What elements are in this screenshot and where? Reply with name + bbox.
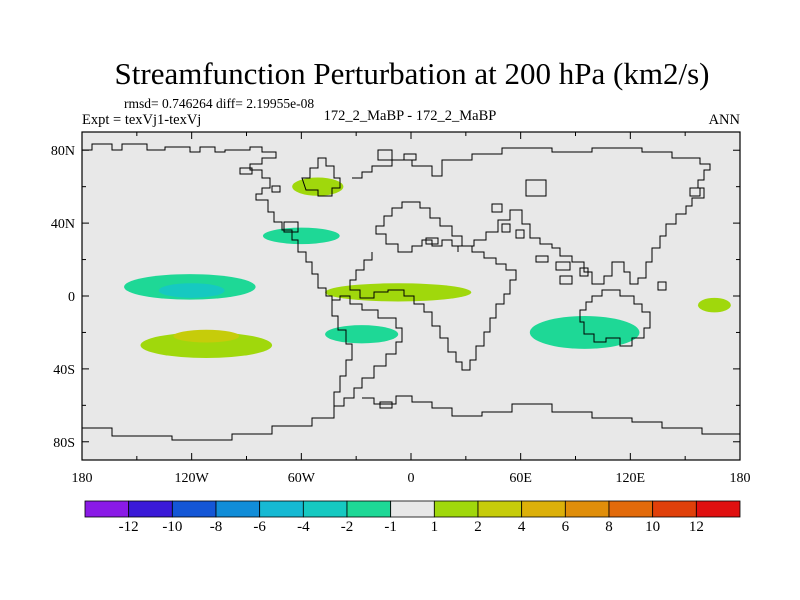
- y-tick-label-2: 0: [68, 290, 75, 305]
- contour-blob-9: [697, 297, 731, 313]
- coastline-antarctica: [82, 395, 740, 441]
- colorbar-box-11: [564, 500, 610, 518]
- stats-label: rmsd= 0.746264 diff= 2.19955e-08: [124, 96, 314, 111]
- colorbar-box-1: [128, 500, 173, 518]
- experiment-label: Expt = texVj1-texVj: [82, 112, 201, 128]
- x-tick-label-4: 60E: [509, 471, 532, 486]
- coastline-north-america: [82, 143, 333, 300]
- axis-ticks: [81, 132, 741, 460]
- x-tick-label-0: 180: [72, 471, 93, 486]
- colorbar-label-12: 10: [645, 519, 660, 535]
- period-label: ANN: [709, 112, 741, 128]
- contour-blob-2: [140, 332, 273, 358]
- colorbar-label-8: 2: [474, 519, 482, 535]
- colorbar-labels: -12 -10 -8 -6 -4 -2 -1 1 2 4 6 8 10 12: [119, 519, 704, 535]
- colorbar-box-2: [171, 500, 217, 518]
- y-tick-labels: 80N 40N 0 40S 80S: [51, 144, 75, 451]
- contour-blob-3: [173, 329, 240, 343]
- chart-title: Streamfunction Perturbation at 200 hPa (…: [115, 56, 710, 91]
- y-tick-label-4: 80S: [53, 436, 75, 451]
- colorbar-box-5: [302, 500, 348, 518]
- colorbar-box-10: [521, 500, 566, 518]
- contour-blob-1: [158, 283, 225, 298]
- colorbar-label-11: 8: [605, 519, 613, 535]
- x-tick-label-2: 60W: [288, 471, 316, 486]
- colorbar-box-3: [215, 500, 261, 518]
- colorbar-box-7: [390, 500, 435, 518]
- coastline-australia: [579, 289, 651, 347]
- contour-fills: [124, 177, 731, 358]
- colorbar-label-10: 6: [562, 519, 570, 535]
- colorbar-label-1: -10: [162, 519, 182, 535]
- colorbar-label-13: 12: [689, 519, 704, 535]
- y-tick-label-3: 40S: [53, 363, 75, 378]
- coastline-south-america: [331, 295, 403, 407]
- colorbar: [84, 500, 741, 518]
- colorbar-box-0: [84, 500, 130, 518]
- colorbar-box-9: [477, 500, 523, 518]
- coastline-islands: [239, 149, 701, 409]
- coastline-eurasia: [352, 147, 711, 285]
- contour-blob-4: [292, 177, 344, 196]
- colorbar-box-13: [652, 500, 697, 518]
- contour-blob-5: [262, 227, 340, 245]
- colorbar-label-9: 4: [518, 519, 526, 535]
- colorbar-label-3: -6: [253, 519, 266, 535]
- contour-blob-6: [325, 283, 472, 302]
- x-tick-label-1: 120W: [175, 471, 210, 486]
- contour-blob-7: [325, 325, 399, 344]
- y-tick-label-0: 80N: [51, 144, 75, 159]
- colorbar-label-6: -1: [384, 519, 397, 535]
- colorbar-label-4: -4: [297, 519, 310, 535]
- colorbar-box-6: [346, 500, 392, 518]
- colorbar-label-7: 1: [431, 519, 439, 535]
- x-tick-label-6: 180: [730, 471, 751, 486]
- colorbar-box-12: [608, 500, 654, 518]
- x-tick-label-5: 120E: [616, 471, 646, 486]
- colorbar-label-0: -12: [119, 519, 139, 535]
- x-tick-label-3: 0: [408, 471, 415, 486]
- coastlines: [82, 143, 740, 441]
- contour-blob-8: [529, 316, 640, 349]
- comparison-label: 172_2_MaBP - 172_2_MaBP: [324, 108, 497, 124]
- x-tick-labels: 180 120W 60W 0 60E 120E 180: [72, 471, 751, 486]
- colorbar-label-2: -8: [210, 519, 223, 535]
- coastline-greenland: [301, 157, 341, 197]
- y-tick-label-1: 40N: [51, 217, 75, 232]
- coastline-africa: [349, 245, 517, 371]
- colorbar-box-8: [433, 500, 479, 518]
- colorbar-label-5: -2: [341, 519, 354, 535]
- colorbar-box-14: [695, 500, 741, 518]
- colorbar-box-4: [259, 500, 304, 518]
